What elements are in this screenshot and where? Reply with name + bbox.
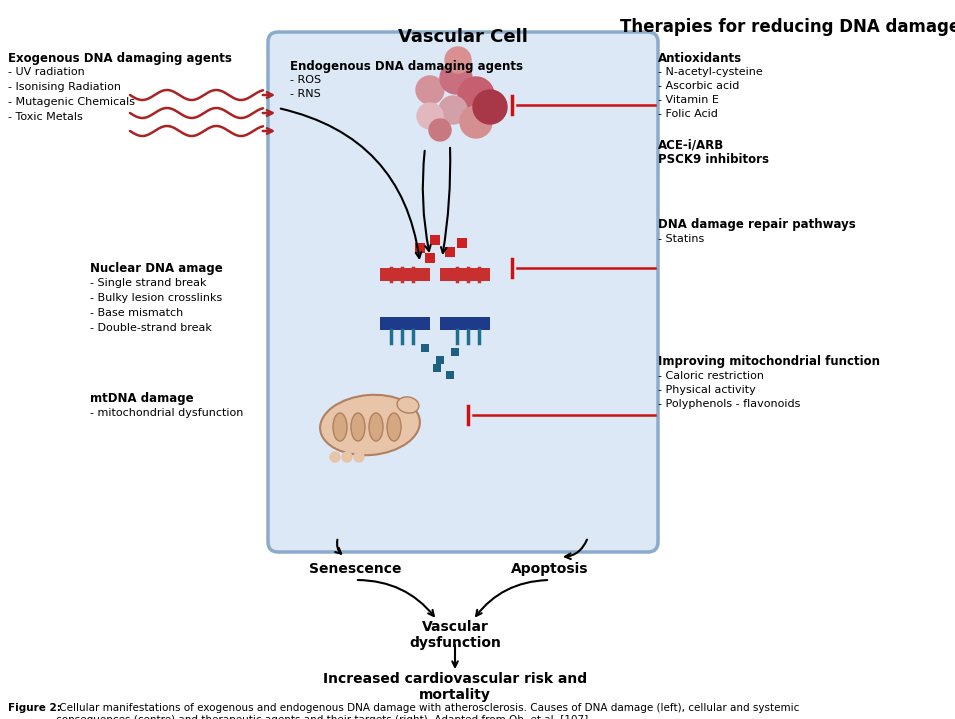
Text: Apoptosis: Apoptosis: [511, 562, 588, 576]
Text: - Single strand break: - Single strand break: [90, 278, 206, 288]
Text: Figure 2:: Figure 2:: [8, 703, 61, 713]
Text: Senescence: Senescence: [308, 562, 401, 576]
Ellipse shape: [397, 397, 419, 413]
Text: Nuclear DNA amage: Nuclear DNA amage: [90, 262, 223, 275]
Text: - UV radiation: - UV radiation: [8, 67, 85, 77]
Text: Endogenous DNA damaging agents: Endogenous DNA damaging agents: [290, 60, 523, 73]
Ellipse shape: [333, 413, 347, 441]
Circle shape: [440, 62, 472, 94]
Text: DNA damage repair pathways: DNA damage repair pathways: [658, 218, 856, 231]
Text: - Isonising Radiation: - Isonising Radiation: [8, 82, 121, 92]
Bar: [380, 268, 430, 281]
Circle shape: [473, 90, 507, 124]
Circle shape: [445, 47, 471, 73]
Text: - mitochondrial dysfunction: - mitochondrial dysfunction: [90, 408, 244, 418]
Bar: [440, 268, 490, 281]
Text: - Physical activity: - Physical activity: [658, 385, 755, 395]
FancyBboxPatch shape: [268, 32, 658, 552]
Text: - Ascorbic acid: - Ascorbic acid: [658, 81, 739, 91]
Text: - ROS: - ROS: [290, 75, 321, 85]
Text: - Double-strand break: - Double-strand break: [90, 323, 212, 333]
Circle shape: [417, 103, 443, 129]
Text: Cellular manifestations of exogenous and endogenous DNA damage with atherosclero: Cellular manifestations of exogenous and…: [56, 703, 799, 719]
Ellipse shape: [369, 413, 383, 441]
Bar: [440, 317, 490, 330]
Text: - N-acetyl-cysteine: - N-acetyl-cysteine: [658, 67, 763, 77]
Circle shape: [458, 77, 494, 113]
Circle shape: [429, 119, 451, 141]
Text: Exogenous DNA damaging agents: Exogenous DNA damaging agents: [8, 52, 232, 65]
Text: PSCK9 inhibitors: PSCK9 inhibitors: [658, 153, 769, 166]
Circle shape: [354, 452, 364, 462]
Text: - Bulky lesion crosslinks: - Bulky lesion crosslinks: [90, 293, 223, 303]
Text: - RNS: - RNS: [290, 89, 321, 99]
Circle shape: [330, 452, 340, 462]
Ellipse shape: [320, 395, 420, 455]
Text: - Toxic Metals: - Toxic Metals: [8, 112, 83, 122]
Text: Improving mitochondrial function: Improving mitochondrial function: [658, 355, 880, 368]
Text: mtDNA damage: mtDNA damage: [90, 392, 194, 405]
Text: - Caloric restriction: - Caloric restriction: [658, 371, 764, 381]
Text: Vascular
dysfunction: Vascular dysfunction: [409, 620, 501, 650]
Text: ACE-i/ARB: ACE-i/ARB: [658, 138, 724, 151]
Ellipse shape: [351, 413, 365, 441]
Circle shape: [460, 106, 492, 138]
Circle shape: [416, 76, 444, 104]
Text: - Folic Acid: - Folic Acid: [658, 109, 718, 119]
Text: Vascular Cell: Vascular Cell: [398, 28, 528, 46]
Text: - Vitamin E: - Vitamin E: [658, 95, 719, 105]
Text: - Mutagenic Chemicals: - Mutagenic Chemicals: [8, 97, 135, 107]
Text: - Polyphenols - flavonoids: - Polyphenols - flavonoids: [658, 399, 800, 409]
Circle shape: [342, 452, 352, 462]
Text: - Base mismatch: - Base mismatch: [90, 308, 183, 318]
Text: Increased cardiovascular risk and
mortality: Increased cardiovascular risk and mortal…: [323, 672, 587, 702]
Text: Therapies for reducing DNA damage: Therapies for reducing DNA damage: [620, 18, 955, 36]
Circle shape: [439, 96, 467, 124]
Ellipse shape: [387, 413, 401, 441]
Bar: [380, 317, 430, 330]
Text: Antioxidants: Antioxidants: [658, 52, 742, 65]
Text: - Statins: - Statins: [658, 234, 704, 244]
